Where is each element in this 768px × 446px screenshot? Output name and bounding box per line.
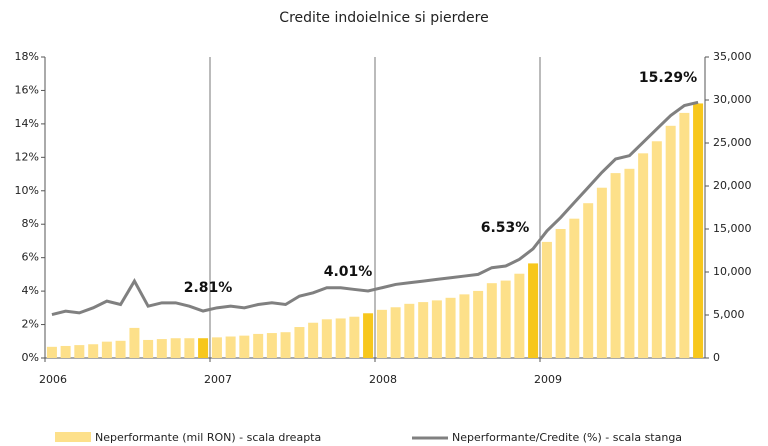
bar: [528, 263, 539, 358]
bar: [651, 141, 662, 358]
bar: [693, 103, 704, 358]
bar: [225, 336, 236, 358]
bar: [418, 302, 429, 358]
bar: [404, 303, 415, 358]
bar: [610, 173, 621, 358]
x-tick-label: 2008: [369, 373, 397, 386]
y2-tick-label: 30,000: [713, 93, 752, 106]
bar: [349, 316, 360, 358]
bar: [253, 333, 264, 358]
bar: [211, 337, 222, 358]
annotation: 4.01%: [324, 264, 373, 280]
x-tick-label: 2009: [534, 373, 562, 386]
bar: [679, 112, 690, 359]
chart-title: Credite indoielnice si pierdere: [279, 10, 488, 26]
y2-tick-label: 20,000: [713, 179, 752, 192]
y2-tick-label: 25,000: [713, 136, 752, 149]
bar: [198, 338, 209, 358]
bar: [129, 327, 140, 358]
bar: [74, 345, 85, 358]
bar: [486, 283, 497, 358]
bar: [88, 344, 99, 358]
y-tick-label: 4%: [22, 284, 39, 297]
bar: [555, 229, 566, 358]
bar: [500, 280, 511, 358]
legend-swatch: [55, 432, 91, 442]
bar: [569, 218, 580, 358]
y2-tick-label: 15,000: [713, 222, 752, 235]
x-tick-label: 2007: [204, 373, 232, 386]
y2-tick-label: 0: [713, 351, 720, 364]
x-tick-label: 2006: [39, 373, 67, 386]
bar: [184, 338, 195, 358]
bar: [115, 340, 126, 358]
bar: [514, 273, 525, 358]
y-tick-label: 0%: [22, 351, 39, 364]
y-tick-label: 12%: [15, 150, 39, 163]
bar: [294, 327, 305, 358]
bar: [143, 339, 154, 358]
bar: [363, 313, 374, 358]
legend-label: Neperformante/Credite (%) - scala stanga: [452, 431, 682, 444]
bar: [459, 294, 470, 358]
line: [51, 100, 699, 316]
y-tick-label: 14%: [15, 117, 39, 130]
bar: [445, 297, 456, 358]
annotation: 15.29%: [639, 70, 697, 86]
bar: [376, 309, 387, 358]
bar: [308, 322, 319, 358]
bar: [473, 290, 484, 358]
y2-tick-label: 10,000: [713, 265, 752, 278]
bar: [583, 203, 594, 358]
y-tick-label: 16%: [15, 83, 39, 96]
bar: [624, 168, 635, 358]
y-tick-label: 6%: [22, 251, 39, 264]
bar: [665, 125, 676, 358]
y-tick-label: 18%: [15, 50, 39, 63]
bar: [170, 338, 181, 358]
bar: [321, 319, 332, 358]
bar: [239, 335, 250, 358]
y-tick-label: 2%: [22, 318, 39, 331]
bar: [638, 153, 649, 358]
bar: [156, 339, 167, 358]
y-tick-label: 8%: [22, 217, 39, 230]
y2-tick-label: 35,000: [713, 50, 752, 63]
bar: [335, 318, 346, 358]
bar: [596, 187, 607, 358]
bar: [101, 341, 112, 358]
bar: [46, 346, 57, 358]
annotation: 6.53%: [481, 220, 530, 236]
bar: [390, 307, 401, 358]
bar: [60, 345, 71, 358]
y2-tick-label: 5,000: [713, 308, 745, 321]
bar: [266, 333, 277, 358]
bar: [431, 300, 442, 358]
bar: [541, 241, 552, 358]
bar: [280, 332, 291, 358]
legend-label: Neperformante (mil RON) - scala dreapta: [95, 431, 321, 444]
y-tick-label: 10%: [15, 184, 39, 197]
annotation: 2.81%: [184, 280, 233, 296]
